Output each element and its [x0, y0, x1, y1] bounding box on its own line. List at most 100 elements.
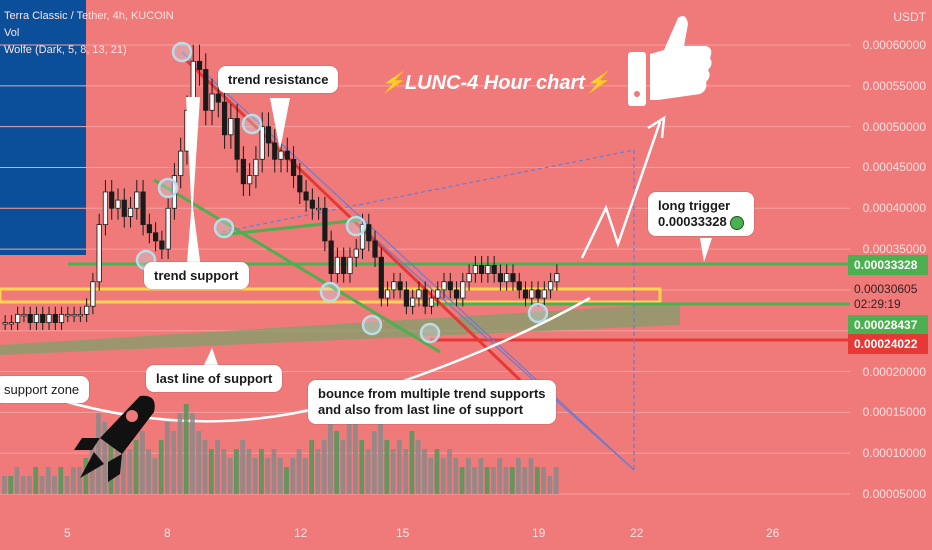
candle-body — [384, 289, 391, 299]
candle-body — [265, 126, 272, 144]
candle-body — [27, 313, 33, 323]
volume-bar — [45, 467, 51, 494]
candle-body — [33, 313, 40, 323]
long-trigger-label: long trigger — [658, 198, 731, 213]
volume-bar — [522, 467, 528, 494]
candle-body — [90, 281, 96, 307]
trend-support-line-2 — [219, 218, 361, 237]
candle-body — [290, 158, 297, 177]
volume-bar — [302, 458, 308, 494]
volume-bar — [171, 431, 177, 494]
candle-body — [522, 289, 529, 299]
volume-bar — [152, 458, 158, 494]
breakout-arrow — [580, 115, 666, 259]
volume-bar — [227, 458, 233, 494]
volume-bar — [233, 449, 239, 494]
candle-body — [366, 224, 372, 242]
bounce-callout: bounce from multiple trend supports and … — [308, 380, 556, 424]
candle-body — [15, 313, 21, 323]
candle-body — [259, 126, 265, 160]
candle-body — [196, 60, 203, 70]
volume-label: Vol — [4, 27, 20, 39]
candle-body — [353, 248, 359, 258]
volume-bar — [133, 440, 139, 494]
candle-body — [121, 199, 127, 217]
candle-body — [77, 313, 83, 317]
volume-bar — [403, 449, 409, 494]
price-tick-label: 0.00035000 — [862, 242, 926, 257]
wolfe-line-2 — [359, 224, 635, 471]
pivot-marker — [241, 113, 263, 135]
candle-body — [372, 240, 378, 258]
countdown-tag: 02:29:19 — [854, 297, 901, 311]
candle-body — [253, 158, 259, 177]
volume-bar — [491, 467, 496, 494]
volume-bar — [77, 467, 83, 494]
volume-bar — [127, 449, 133, 494]
volume-bar — [315, 449, 321, 494]
volume-bar — [534, 467, 540, 494]
volume-bar — [27, 476, 32, 494]
volume-bar — [484, 467, 490, 494]
candle-body — [435, 289, 441, 299]
price-tick-label: 0.00050000 — [862, 119, 926, 134]
volume-bar — [158, 440, 164, 494]
time-tick-label: 5 — [64, 526, 71, 540]
price-tick-label: 0.00015000 — [862, 405, 926, 420]
volume-bar — [271, 449, 277, 494]
candle-body — [472, 265, 478, 274]
candle-body — [46, 313, 52, 323]
pivot-marker — [419, 322, 441, 344]
volume-bar — [202, 440, 208, 494]
candle-body — [52, 313, 58, 323]
candle-body — [347, 256, 353, 274]
candle-body — [485, 265, 491, 274]
time-tick-label: 12 — [294, 526, 308, 540]
volume-bar — [8, 476, 14, 494]
candle-body — [554, 273, 560, 283]
candle-body — [203, 69, 209, 111]
candle-body — [341, 256, 347, 274]
symbol-title: Terra Classic / Tether, 4h, KUCOIN — [4, 10, 174, 22]
bounce-line-2: and also from last line of support — [318, 402, 524, 417]
volume-bar — [309, 440, 314, 494]
candle-body — [428, 297, 435, 307]
candle-body — [359, 224, 366, 250]
volume-bar — [20, 476, 26, 494]
candle-body — [71, 313, 77, 317]
pivot-marker — [319, 281, 341, 303]
volume-bar — [240, 440, 246, 494]
candle-body — [316, 207, 322, 211]
volume-bar — [165, 422, 170, 494]
candle-body — [466, 273, 472, 283]
candle-body — [397, 281, 403, 291]
low-price-tag: 0.00024022 — [848, 334, 928, 354]
support-zone-callout: support zone — [0, 376, 90, 403]
time-tick-label: 26 — [766, 526, 780, 540]
candle-body — [8, 322, 14, 325]
volume-bar — [33, 467, 39, 494]
candle-body — [297, 175, 303, 193]
volume-bar — [96, 413, 101, 494]
volume-bar — [277, 458, 283, 494]
candle-body — [159, 240, 165, 250]
candle-body — [221, 101, 228, 136]
resistance-price-tag: 0.00033328 — [848, 255, 928, 275]
pivot-marker — [527, 302, 549, 324]
tip-support-2 — [186, 200, 202, 276]
volume-bar — [541, 467, 546, 494]
candle-body — [510, 273, 516, 283]
header-panel — [0, 0, 86, 255]
green-dot-icon — [730, 215, 745, 230]
volume-bar — [428, 458, 434, 494]
volume-bar — [190, 413, 195, 494]
volume-bar — [440, 458, 446, 494]
volume-bar — [121, 440, 126, 494]
candle-body — [278, 150, 284, 160]
candle-body — [247, 175, 253, 185]
volume-bar — [64, 476, 70, 494]
candle-body — [140, 191, 146, 225]
long-trigger-value: 0.00033328 — [658, 214, 745, 230]
candle-body — [84, 305, 90, 315]
